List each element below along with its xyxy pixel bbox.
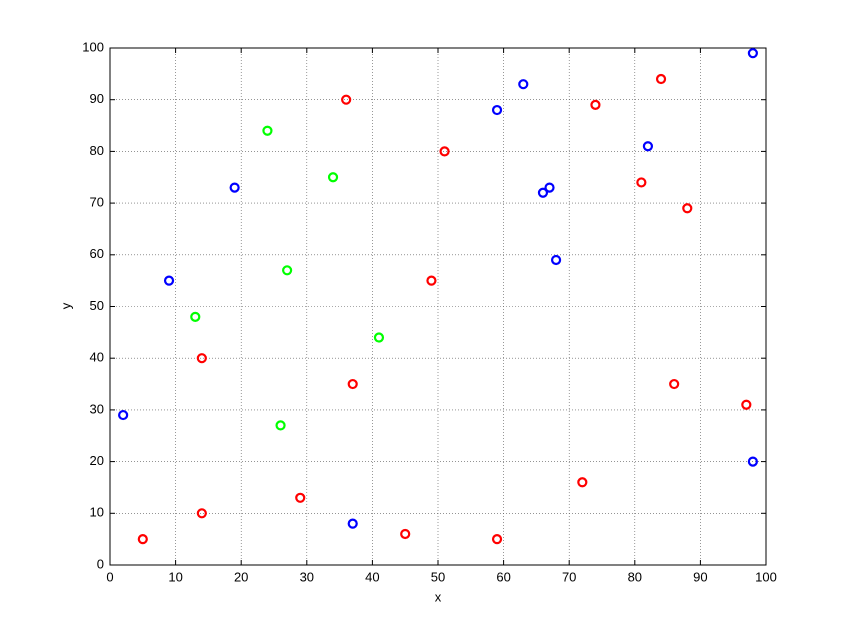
point xyxy=(137,534,148,545)
y-tick-label: 40 xyxy=(90,350,104,365)
y-tick-label: 20 xyxy=(90,453,104,468)
y-axis-label: y xyxy=(58,302,73,309)
x-tick-label: 30 xyxy=(300,569,314,584)
point xyxy=(636,177,647,188)
x-tick-label: 100 xyxy=(755,569,777,584)
point xyxy=(118,409,129,421)
x-tick-label: 10 xyxy=(168,569,182,584)
y-tick-label: 60 xyxy=(90,246,104,261)
point xyxy=(682,203,693,214)
y-tick-label: 100 xyxy=(82,39,104,54)
point xyxy=(196,508,207,519)
y-tick-label: 0 xyxy=(97,556,104,571)
point xyxy=(262,125,273,136)
point xyxy=(550,254,562,266)
y-tick-label: 90 xyxy=(90,91,104,106)
plot-frame xyxy=(109,47,767,566)
point xyxy=(669,378,680,390)
x-tick-label: 60 xyxy=(496,569,510,584)
y-tick-label: 10 xyxy=(90,505,104,520)
point xyxy=(426,275,437,286)
point xyxy=(747,48,758,59)
point xyxy=(327,172,339,183)
x-tick-label: 90 xyxy=(693,569,707,584)
point xyxy=(163,275,175,286)
point xyxy=(590,99,601,110)
point xyxy=(577,477,588,488)
point xyxy=(537,187,549,198)
point xyxy=(282,265,293,276)
point xyxy=(642,141,654,152)
point xyxy=(747,456,758,467)
point xyxy=(655,73,667,85)
point xyxy=(491,534,503,545)
point xyxy=(341,94,352,105)
point xyxy=(439,146,450,157)
point xyxy=(518,79,529,90)
y-tick-label: 30 xyxy=(90,401,104,416)
point xyxy=(275,420,286,431)
point xyxy=(741,399,752,410)
point xyxy=(373,332,385,343)
point xyxy=(347,378,358,390)
x-tick-label: 50 xyxy=(431,569,445,584)
point xyxy=(491,104,503,116)
point xyxy=(347,518,358,529)
point xyxy=(229,182,240,193)
y-tick-label: 50 xyxy=(90,298,104,313)
x-tick-label: 80 xyxy=(628,569,642,584)
x-tick-label: 40 xyxy=(365,569,379,584)
x-axis-label: x xyxy=(435,589,442,604)
y-tick-label: 70 xyxy=(90,195,104,210)
point xyxy=(295,492,306,503)
point xyxy=(544,182,555,193)
y-tick-label: 80 xyxy=(90,143,104,158)
x-tick-label: 20 xyxy=(234,569,248,584)
x-tick-label: 70 xyxy=(562,569,576,584)
point xyxy=(196,353,207,364)
point xyxy=(400,528,411,540)
point xyxy=(190,311,201,322)
x-tick-label: 0 xyxy=(106,569,113,584)
